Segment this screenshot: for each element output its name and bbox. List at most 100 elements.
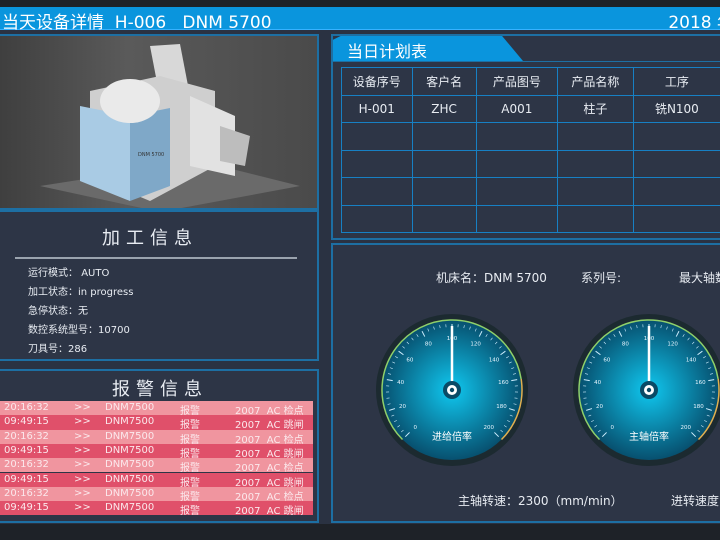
info-row-estop: 急停状态：无 <box>28 306 88 317</box>
gauge-tick <box>478 330 483 337</box>
gauge-tick <box>490 337 493 341</box>
table-cell <box>341 204 413 233</box>
alarm-row[interactable]: 20:16:32 >> DNM7500 报警 2007 AC 检点 <box>0 429 313 446</box>
gauge-tick-label: 180 <box>693 404 704 410</box>
alarm-type: 报警 <box>180 420 200 432</box>
info-row-cnc-model: 数控系统型号：10700 <box>28 325 130 336</box>
gauge-tick-label: 0 <box>413 425 417 431</box>
alarm-row[interactable]: 20:16:32 >> DNM7500 报警 2007 AC 检点 <box>0 458 313 474</box>
table-cell <box>557 122 634 151</box>
gauge-tick <box>696 346 699 349</box>
gauge-tick <box>394 420 397 423</box>
table-cell <box>411 149 477 178</box>
gauge-tick-label: 120 <box>470 342 481 348</box>
gauge-tick <box>494 432 500 438</box>
info-row-tool: 刀具号：286 <box>28 344 88 355</box>
machine-image-panel: DNM 5700 <box>0 34 319 210</box>
gauge-arc-normal <box>381 319 522 441</box>
gauge-tick-label: 80 <box>622 342 629 348</box>
gauge-tick <box>404 432 410 438</box>
gauge-tick-label: 160 <box>695 380 706 386</box>
alarm-row[interactable]: 09:49:15 >> DNM7500 报警 2007 AC 跳闸 <box>0 501 313 518</box>
max-axes: 最大轴数 <box>679 271 720 285</box>
gauge-tick <box>591 420 594 423</box>
alarm-row[interactable]: 20:16:32 >> DNM7500 报警 2007 AC 检点 <box>0 486 313 503</box>
table-cell: A001 <box>475 94 559 123</box>
gauge-tick-label: 160 <box>498 380 509 386</box>
gauge-tick <box>508 408 515 411</box>
gauge-tick-label: 20 <box>399 404 406 410</box>
spindle-speed: 主轴转速：2300（mm/min） <box>458 494 623 508</box>
gauge-tick-label: 20 <box>596 404 603 410</box>
info-row-status: 加工状态：in progress <box>28 287 134 298</box>
table-row[interactable] <box>341 149 720 178</box>
table-row[interactable] <box>341 204 720 233</box>
gauge-arc-high <box>500 378 523 441</box>
alarm-device: DNM7500 <box>105 416 155 428</box>
gauge-tick <box>392 361 396 364</box>
gauge-tick <box>508 361 512 364</box>
daily-plan-panel: 当日计划表 设备序号 客户名 产品图号 产品名称 工序 H-001 ZHC A001… <box>331 34 720 240</box>
gauge-tick <box>691 432 697 438</box>
gauge-tick-label: 40 <box>594 380 601 386</box>
info-row-mode: 运行模式： AUTO <box>28 268 110 279</box>
tab-daily-plan[interactable]: 当日计划表 <box>333 36 523 61</box>
gauge-tick <box>589 361 593 364</box>
alarm-row[interactable]: 09:49:15 >> DNM7500 报警 2007 AC 跳闸 <box>0 443 313 460</box>
alarm-sep: >> <box>74 487 91 499</box>
gauge-tick <box>705 408 712 411</box>
alarm-row[interactable]: 20:16:32 >> DNM7500 报警 2007 AC 检点 <box>0 401 313 417</box>
column-header: 设备序号 <box>341 67 413 96</box>
alarm-sep: >> <box>74 402 91 413</box>
table-row[interactable]: H-001 ZHC A001 柱子 铣N100 <box>341 94 720 123</box>
alarm-row[interactable]: 09:49:15 >> DNM7500 报警 2007 AC 跳闸 <box>0 415 313 432</box>
table-cell <box>411 177 477 206</box>
table-cell <box>632 149 720 178</box>
table-row[interactable] <box>341 122 720 151</box>
gauge-tick <box>700 425 704 428</box>
gauge-tick <box>389 367 393 369</box>
feed-rate-gauge: 020406080100120140160180200进给倍率 <box>376 314 528 466</box>
alarm-time: 20:16:32 <box>4 402 49 413</box>
gauge-tick <box>697 350 703 356</box>
table-header-row: 设备序号 客户名 产品图号 产品名称 工序 <box>341 67 720 96</box>
gauge-tick <box>671 328 674 332</box>
alarm-code: 2007 AC 检点 <box>235 406 304 417</box>
alarm-sep: >> <box>74 473 91 485</box>
alarm-row[interactable]: 09:49:15 >> DNM7500 报警 2007 AC 跳闸 <box>0 472 313 489</box>
gauge-tick <box>402 346 405 349</box>
gauge-tick <box>503 425 507 428</box>
feed-speed: 进转速度 <box>671 494 720 508</box>
header-bar: 当天设备详情 H-006 DNM 5700 2018 年 <box>0 7 720 33</box>
table-row[interactable] <box>341 177 720 206</box>
gauge-tick <box>708 367 712 369</box>
alarm-info-panel: 报警信息 20:16:32 >> DNM7500 报警 2007 AC 检点 09:49:… <box>0 369 319 523</box>
alarm-device: DNM7500 <box>105 487 155 499</box>
gauge-tick <box>389 408 396 411</box>
gauge-tick <box>682 334 685 337</box>
table-cell <box>341 177 413 206</box>
table-cell <box>632 177 720 206</box>
alarm-code: 2007 AC 跳闸 <box>235 506 304 518</box>
table-cell <box>475 177 559 206</box>
table-cell <box>632 122 720 151</box>
gauge-tick <box>511 367 515 369</box>
alarm-sep: >> <box>74 459 91 471</box>
gauge-tick <box>687 337 690 341</box>
alarm-sep: >> <box>74 444 91 456</box>
alarm-title: 报警信息 <box>112 379 208 400</box>
gauge-tick <box>706 414 710 417</box>
tab-label: 当日计划表 <box>347 42 428 61</box>
alarm-time: 09:49:15 <box>4 502 49 514</box>
table-cell <box>557 149 634 178</box>
gauge-tick <box>416 334 419 337</box>
column-header: 工序 <box>632 67 720 96</box>
gauge-tick-label: 0 <box>610 425 614 431</box>
gauge-tick-label: 200 <box>681 425 692 431</box>
gauge-tick-label: 180 <box>496 404 507 410</box>
gauge-tick <box>513 403 517 405</box>
gauge-tick <box>597 429 601 433</box>
machine-3d-image: DNM 5700 <box>40 44 300 208</box>
gauge-tick <box>499 346 502 349</box>
gauge-tick <box>398 350 404 356</box>
